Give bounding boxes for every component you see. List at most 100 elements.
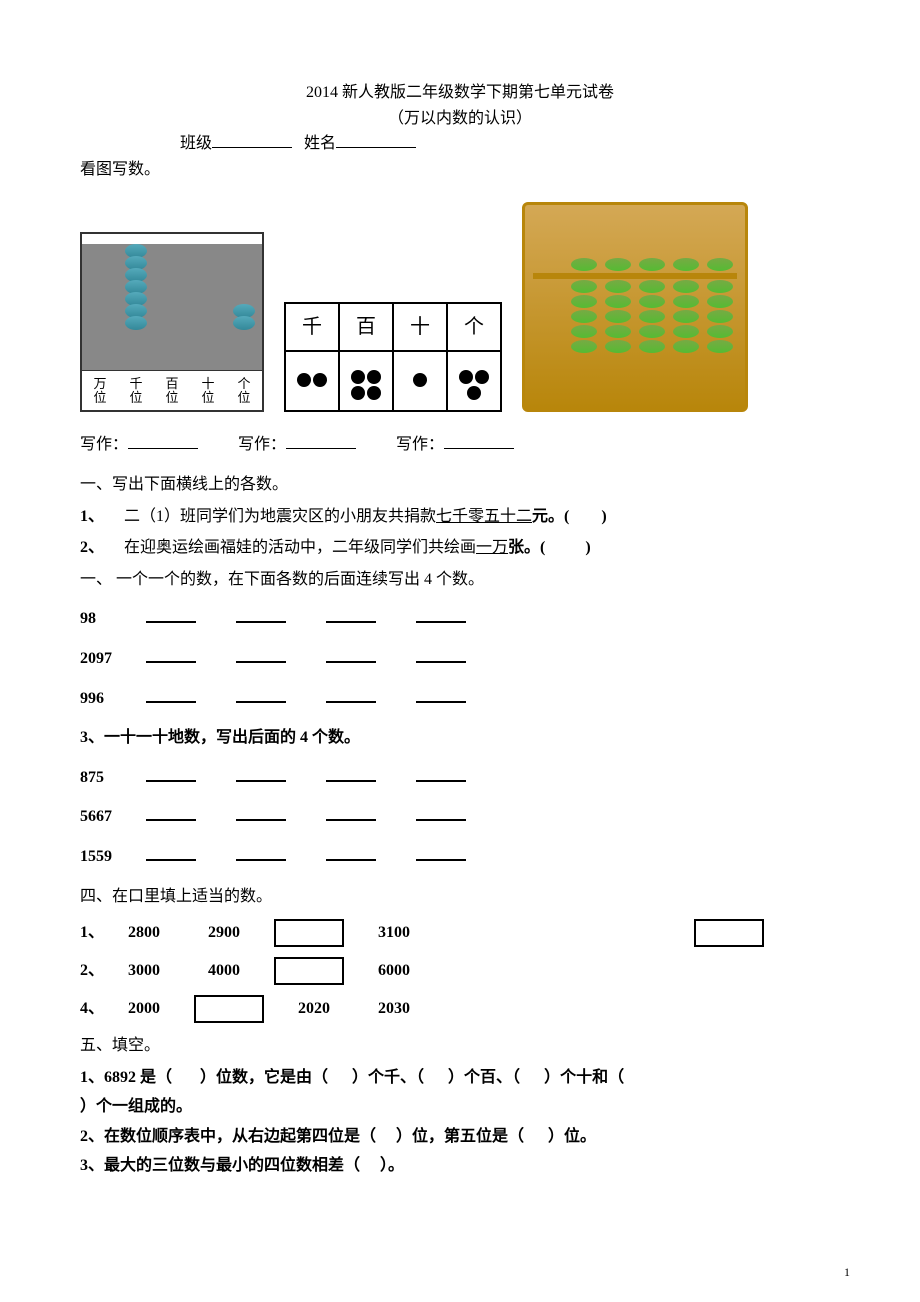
q5-1f: ）个一组成的。 xyxy=(80,1094,840,1120)
abacus-col xyxy=(669,213,703,401)
rod-col: 千位 xyxy=(118,234,154,410)
q2-num: 2、 xyxy=(80,539,104,556)
abacus-bead xyxy=(707,310,733,323)
counter-cell xyxy=(393,351,447,411)
series-blank xyxy=(146,805,196,821)
gap-row: 1、280029003100 xyxy=(80,919,840,947)
gap-num: 2900 xyxy=(194,920,254,946)
rod-col: 个位 xyxy=(226,234,262,410)
rod-col: 万位 xyxy=(82,234,118,410)
series-blank xyxy=(146,607,196,623)
counter-cell xyxy=(285,351,339,411)
series-blank xyxy=(236,687,286,703)
series-start: 5667 xyxy=(80,804,130,830)
gap-box xyxy=(274,919,344,947)
gap-row-label: 4、 xyxy=(80,996,104,1022)
page-number: 1 xyxy=(844,1263,850,1282)
series-blank xyxy=(236,647,286,663)
rod-label: 万位 xyxy=(82,370,118,410)
class-blank xyxy=(212,132,292,148)
number-series-row: 98 xyxy=(80,606,840,632)
rod-col: 十位 xyxy=(190,234,226,410)
section3-heading: 3、一十一十地数，写出后面的 4 个数。 xyxy=(80,725,840,751)
series-blank xyxy=(416,805,466,821)
q5-1: 1、6892 是（ ）位数，它是由（ ）个千、（ ）个百、（ ）个十和（ xyxy=(80,1065,840,1091)
counter-dot xyxy=(313,373,327,387)
q2-close: ) xyxy=(585,539,590,556)
counter-dot xyxy=(351,370,365,384)
counter-table: 千百十个 xyxy=(284,302,502,412)
q2-text: 在迎奥运绘画福娃的活动中，二年级同学们共绘画 xyxy=(124,539,476,556)
series-blank xyxy=(146,845,196,861)
section2-heading: 一、 一个一个的数，在下面各数的后面连续写出 4 个数。 xyxy=(80,567,840,593)
name-label: 姓名 xyxy=(304,135,336,152)
abacus-col xyxy=(533,213,567,401)
gap-num: 4000 xyxy=(194,958,254,984)
abacus-bead xyxy=(571,280,597,293)
write-blank xyxy=(444,433,514,449)
rod-label: 十位 xyxy=(190,370,226,410)
q5-1d: ）个百、（ xyxy=(448,1069,520,1086)
write-group: 写作： xyxy=(238,432,356,458)
bead xyxy=(125,316,147,330)
counter-dot xyxy=(351,386,365,400)
q5-2b: ）位，第五位是（ xyxy=(396,1128,524,1145)
counter-cell xyxy=(339,351,393,411)
abacus-bead xyxy=(673,310,699,323)
section5-heading: 五、填空。 xyxy=(80,1033,840,1059)
write-group: 写作： xyxy=(80,432,198,458)
abacus-col xyxy=(567,213,601,401)
gap-num: 3100 xyxy=(364,920,424,946)
counter-header: 百 xyxy=(339,303,393,351)
abacus-bead xyxy=(639,258,665,271)
section1-heading: 一、写出下面横线上的各数。 xyxy=(80,472,840,498)
abacus-bead xyxy=(707,340,733,353)
abacus-right xyxy=(522,202,748,412)
abacus-bead xyxy=(639,295,665,308)
counter-dot xyxy=(459,370,473,384)
write-group: 写作： xyxy=(396,432,514,458)
section5-body: 1、6892 是（ ）位数，它是由（ ）个千、（ ）个百、（ ）个十和（ ）个一… xyxy=(80,1065,840,1179)
gap-box xyxy=(694,919,764,947)
q1-tail: 元。( xyxy=(532,508,569,525)
q1-num: 1、 xyxy=(80,508,104,525)
section1-q1: 1、 二（1）班同学们为地震灾区的小朋友共捐款七千零五十二元。( ) xyxy=(80,504,840,530)
bead xyxy=(233,316,255,330)
series-blank xyxy=(416,647,466,663)
series-start: 996 xyxy=(80,686,130,712)
counting-frame-left: 万位千位百位十位个位 xyxy=(80,232,264,412)
counter-header: 千 xyxy=(285,303,339,351)
write-label: 写作： xyxy=(238,436,286,453)
counter-dot xyxy=(413,373,427,387)
abacus-bead xyxy=(639,280,665,293)
gap-row: 2、300040006000 xyxy=(80,957,840,985)
gap-row-label: 1、 xyxy=(80,920,104,946)
q5-2a: 2、在数位顺序表中，从右边起第四位是（ xyxy=(80,1128,376,1145)
doc-subtitle: （万以内数的认识） xyxy=(80,106,840,132)
series-blank xyxy=(146,647,196,663)
q5-3a: 3、最大的三位数与最小的四位数相差（ xyxy=(80,1157,360,1174)
abacus-bead xyxy=(673,258,699,271)
q2-under: 一万 xyxy=(476,539,508,556)
class-label: 班级 xyxy=(180,135,212,152)
number-series-row: 996 xyxy=(80,686,840,712)
abacus-bead xyxy=(639,310,665,323)
series-blank xyxy=(326,845,376,861)
series-start: 98 xyxy=(80,606,130,632)
q1-close: ) xyxy=(601,508,606,525)
gap-num: 6000 xyxy=(364,958,424,984)
abacus-bead xyxy=(605,310,631,323)
gap-row-label: 2、 xyxy=(80,958,104,984)
series-start: 2097 xyxy=(80,646,130,672)
series-blank xyxy=(416,845,466,861)
number-series-row: 2097 xyxy=(80,646,840,672)
q5-3b: ）。 xyxy=(380,1157,404,1174)
series-blank xyxy=(416,766,466,782)
abacus-bead xyxy=(605,280,631,293)
series-blank xyxy=(326,687,376,703)
q5-1e: ）个十和（ xyxy=(544,1069,624,1086)
abacus-bead xyxy=(673,340,699,353)
gap-num: 2020 xyxy=(284,996,344,1022)
abacus-col xyxy=(635,213,669,401)
section4-heading: 四、在口里填上适当的数。 xyxy=(80,884,840,910)
